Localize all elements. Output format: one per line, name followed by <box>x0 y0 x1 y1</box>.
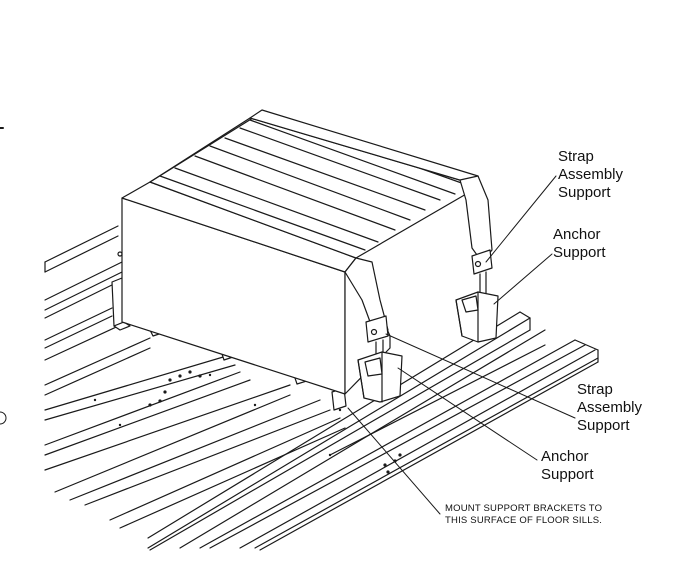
anchor-support-lower-label: Anchor Support <box>541 448 594 484</box>
label-line: Anchor <box>541 448 589 465</box>
note-line-1: MOUNT SUPPORT BRACKETS TO <box>445 503 603 514</box>
label-line: Assembly <box>558 166 624 183</box>
label-line: Support <box>553 244 606 261</box>
strap-assembly-support-upper-label: Strap Assembly Support <box>558 148 623 202</box>
anchor-support-upper-label: Anchor Support <box>553 226 606 262</box>
label-line: Strap <box>577 381 613 398</box>
mount-note: MOUNT SUPPORT BRACKETS TO THIS SURFACE O… <box>445 503 602 527</box>
strap-assembly-support-lower <box>365 315 389 363</box>
label-line: Strap <box>558 148 594 165</box>
anchor-support-lower <box>357 351 403 403</box>
leader-lines <box>347 175 576 515</box>
floor-rails <box>44 225 599 551</box>
label-line: Assembly <box>577 399 643 416</box>
note-line-2: THIS SURFACE OF FLOOR SILLS. <box>445 515 603 526</box>
anchor-support-upper <box>455 291 499 343</box>
label-line: Support <box>541 466 594 483</box>
label-line: Support <box>577 417 630 434</box>
label-line: Anchor <box>553 226 601 243</box>
strap-assembly-support-lower-label: Strap Assembly Support <box>577 381 642 435</box>
strap-assembly-support-upper <box>471 249 493 296</box>
label-line: Support <box>558 184 611 201</box>
unit-body <box>117 109 493 395</box>
